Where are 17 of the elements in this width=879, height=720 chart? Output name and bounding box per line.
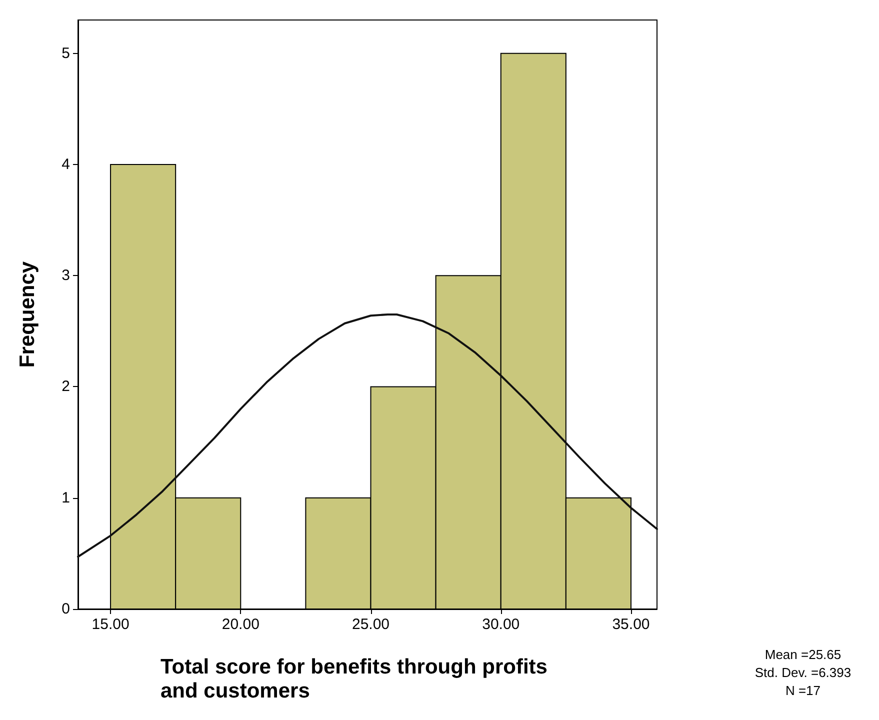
text: Std. Dev. =6.393 [754, 665, 852, 680]
y-tick-label: 0 [62, 600, 70, 618]
x-tick-label: 15.00 [92, 616, 130, 633]
y-tick-label: 1 [62, 489, 70, 506]
x-tick-label: 20.00 [222, 616, 260, 633]
y-tick-label: 5 [62, 44, 70, 62]
text: N =17 [785, 683, 821, 698]
y-tick-label: 4 [62, 156, 70, 173]
x-tick-label: 30.00 [482, 616, 520, 633]
x-tick-label: 25.00 [352, 616, 390, 633]
text: Mean =25.65 [764, 647, 842, 662]
x-axis-title: Total score for benefits through profits and customers [160, 656, 554, 702]
x-tick-label: 35.00 [612, 616, 650, 633]
line-series [77, 314, 658, 558]
y-tick-label: 3 [62, 267, 70, 284]
y-axis-title: Frequency [16, 261, 39, 368]
y-tick-label: 2 [62, 378, 70, 396]
